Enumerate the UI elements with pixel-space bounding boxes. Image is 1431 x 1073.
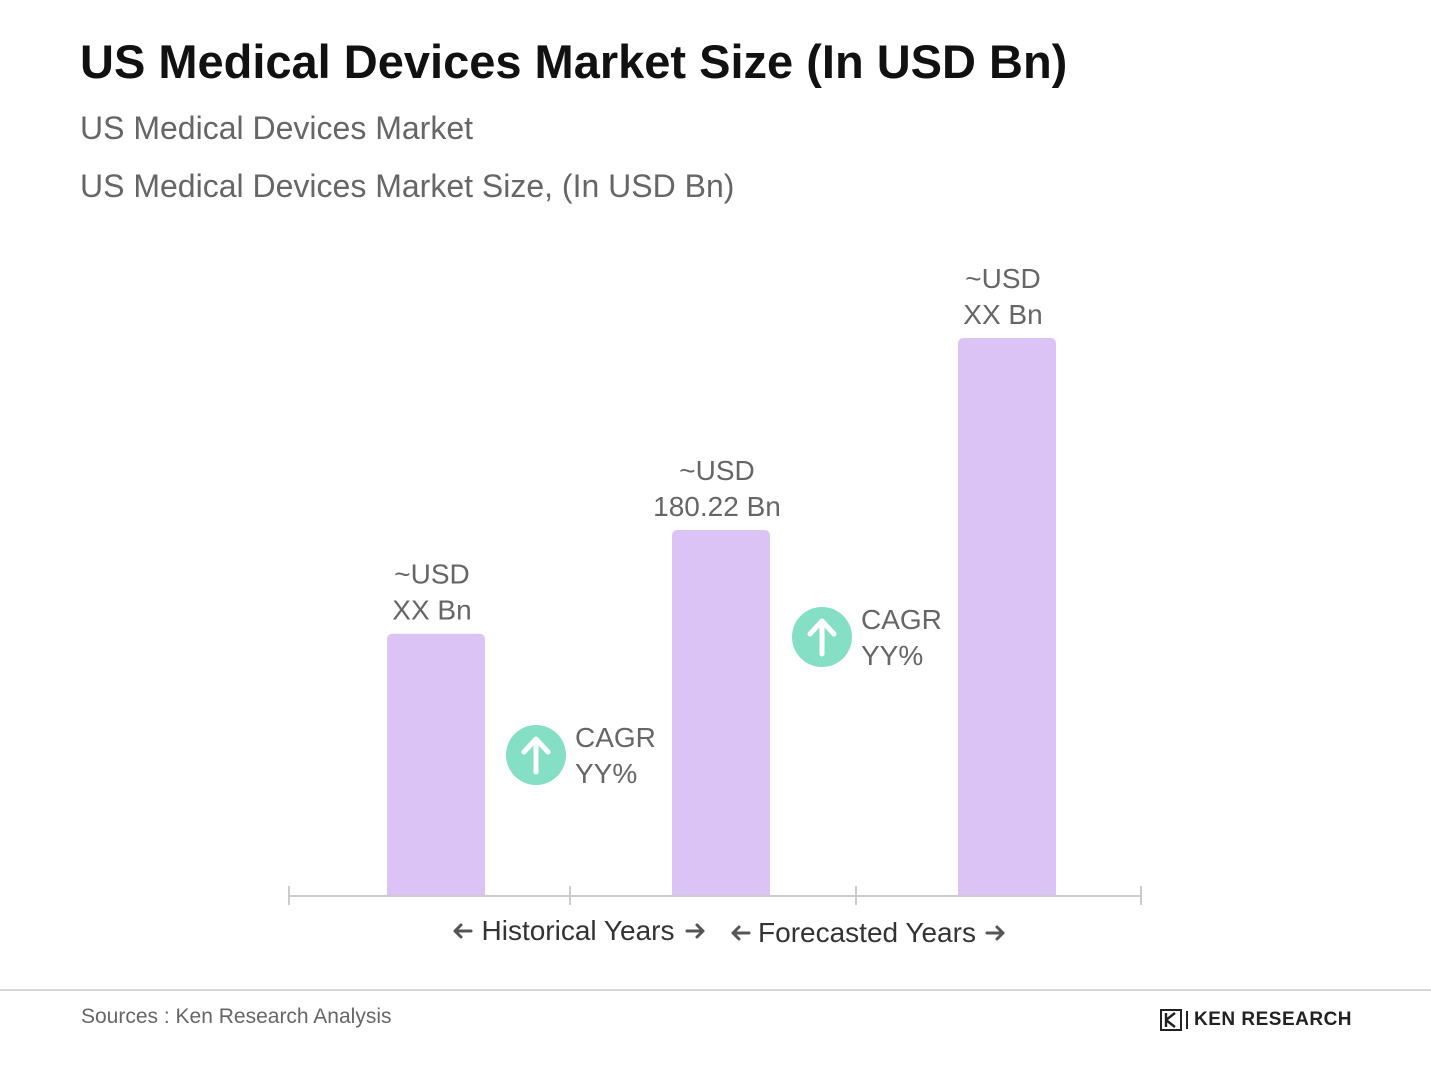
arrow-right-icon <box>685 923 705 939</box>
bar-3-label-prefix: ~USD <box>965 263 1040 294</box>
bar-2 <box>672 529 770 895</box>
bar-2-label-prefix: ~USD <box>679 455 754 486</box>
cagr-1-value: YY% <box>575 758 637 789</box>
footer-divider <box>0 989 1431 991</box>
arrow-left-icon <box>731 925 751 941</box>
cagr-2-label: CAGR <box>861 604 942 635</box>
chart-caption: US Medical Devices Market Size, (In USD … <box>80 168 735 204</box>
arrow-left-icon <box>453 923 473 939</box>
chart-subtitle: US Medical Devices Market <box>80 110 473 146</box>
bar-1-label-value: XX Bn <box>392 595 471 626</box>
period-label-1: Historical Years <box>482 915 675 946</box>
cagr-1-label: CAGR <box>575 722 656 753</box>
bar-chart: ~USD XX Bn ~USD 180.22 Bn ~USD XX Bn CAGR YY% CA… <box>288 263 1142 948</box>
ken-research-logo-icon <box>1160 1009 1182 1031</box>
arrow-up-icon <box>521 736 551 775</box>
period-label-2: Forecasted Years <box>758 917 976 948</box>
ken-research-logo: KEN RESEARCH <box>1160 1008 1352 1032</box>
cagr-2-value: YY% <box>861 640 923 671</box>
arrow-right-icon <box>985 925 1005 941</box>
logo-text: KEN RESEARCH <box>1194 1009 1353 1030</box>
bar-3-label-value: XX Bn <box>963 299 1042 330</box>
bar-3 <box>958 338 1056 895</box>
arrow-up-icon <box>807 618 837 657</box>
source-note: Sources : Ken Research Analysis <box>81 1005 392 1028</box>
bar-1-label-prefix: ~USD <box>394 559 469 590</box>
bar-2-label-value: 180.22 Bn <box>653 491 781 522</box>
logo-separator <box>1186 1011 1188 1029</box>
chart-title: US Medical Devices Market Size (In USD B… <box>80 35 1068 88</box>
bar-1 <box>387 633 485 895</box>
